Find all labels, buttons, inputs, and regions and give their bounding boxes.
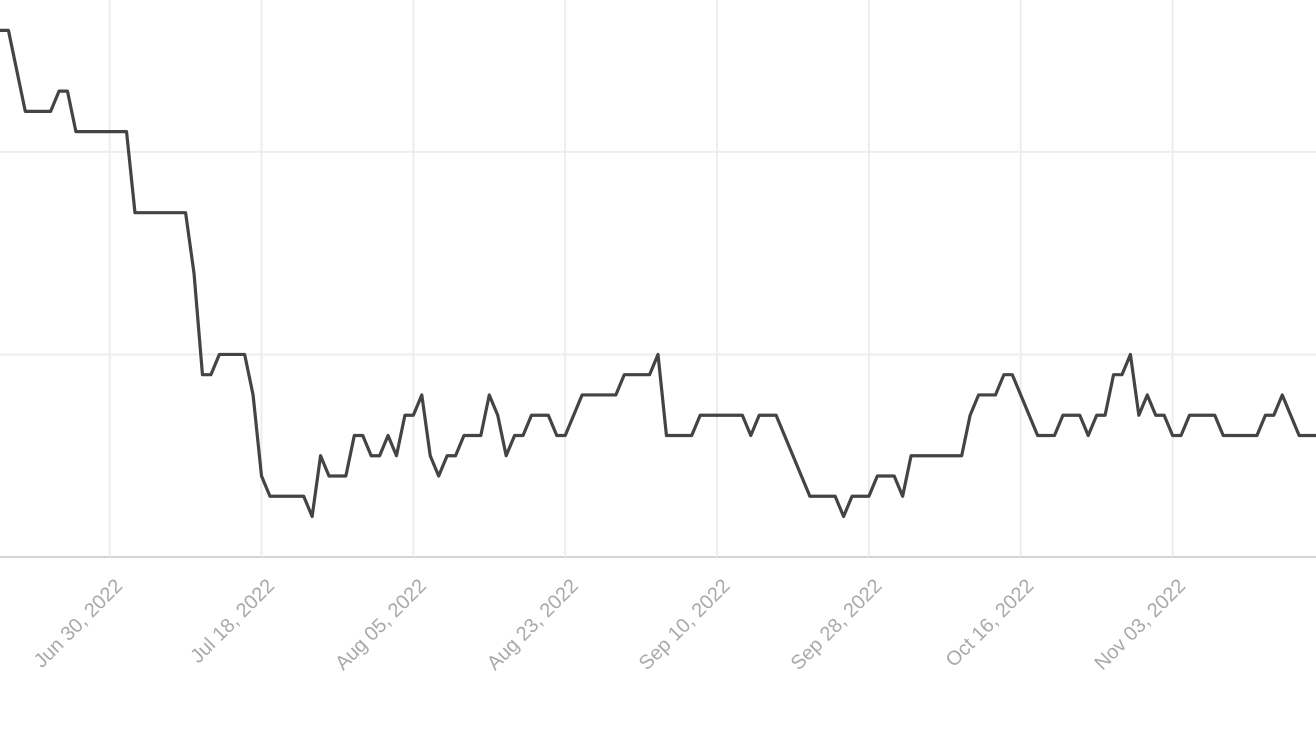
x-tick-label: Nov 03, 2022 [1090, 575, 1190, 675]
data-line [0, 28, 1316, 519]
x-tick-label: Sep 10, 2022 [635, 575, 735, 675]
x-tick-label: Sep 28, 2022 [787, 575, 887, 675]
x-tick-label: Oct 16, 2022 [942, 575, 1039, 672]
x-tick-label: Aug 05, 2022 [331, 575, 431, 675]
x-tick-label: Jul 18, 2022 [186, 575, 279, 668]
x-tick-label: Jun 30, 2022 [30, 575, 127, 672]
x-tick-label: Aug 23, 2022 [483, 575, 583, 675]
